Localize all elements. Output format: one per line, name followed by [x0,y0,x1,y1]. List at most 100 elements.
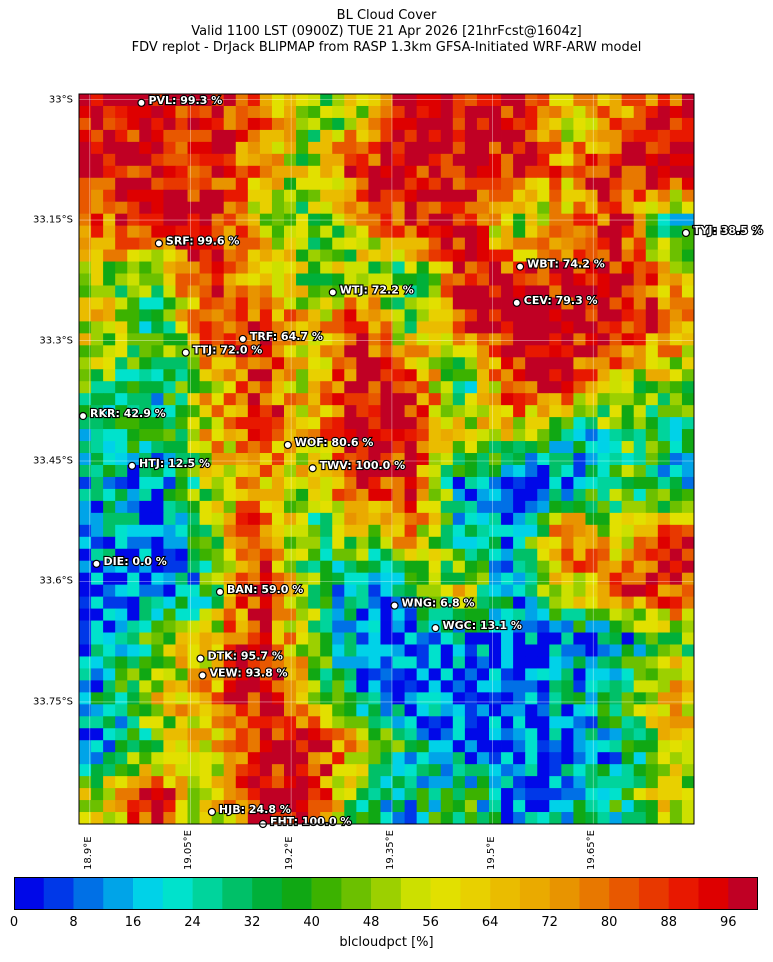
raster-cell [501,608,514,621]
raster-cell [308,536,321,550]
station-cev[interactable]: CEV: 79.3 % [512,293,599,308]
raster-cell [380,213,393,227]
station-trf[interactable]: TRF: 64.7 % [238,329,324,344]
raster-cell [392,189,405,203]
raster-cell [284,620,297,633]
raster-cell [79,596,92,609]
station-fht[interactable]: FHT: 100.0 % [258,814,353,829]
raster-cell [79,117,92,131]
station-pvl[interactable]: PVL: 99.3 % [137,93,223,108]
raster-cell [259,189,273,203]
raster-cell [561,177,574,191]
station-wng[interactable]: WNG: 6.8 % [390,595,476,611]
raster-cell [513,512,526,526]
raster-cell [489,153,502,167]
raster-cell [609,560,623,574]
raster-cell [404,764,418,777]
station-marker[interactable] [283,440,292,450]
raster-cell [284,716,297,729]
raster-cell [175,668,188,681]
station-ban[interactable]: BAN: 59.0 % [215,582,304,597]
raster-cell [320,321,333,334]
raster-cell [392,800,405,813]
station-marker[interactable] [512,298,521,307]
station-marker[interactable] [238,334,247,344]
station-marker[interactable] [196,654,205,663]
raster-cell [428,692,442,705]
raster-cell [308,153,321,167]
station-marker[interactable] [198,671,207,680]
raster-cell [633,692,647,705]
station-marker[interactable] [181,348,190,357]
raster-cell [549,488,562,502]
raster-cell [344,476,357,490]
raster-cell [235,752,249,765]
raster-cell [669,261,683,274]
raster-cell [416,488,430,502]
raster-cell [127,476,140,490]
station-twv[interactable]: TWV: 100.0 % [308,458,406,473]
raster-cell [199,357,213,370]
station-marker[interactable] [308,464,317,473]
raster-cell [513,632,526,645]
raster-cell [464,141,478,155]
raster-cell [525,620,538,633]
raster-cell [452,560,466,574]
raster-cell [368,656,381,669]
raster-cell [585,500,598,514]
station-marker[interactable] [516,262,525,271]
raster-cell [489,620,502,633]
raster-cell [573,237,586,250]
raster-cell [609,381,623,394]
station-vew[interactable]: VEW: 93.8 % [198,665,289,681]
raster-cell [452,417,466,430]
raster-cell [633,417,647,430]
raster-cell [284,524,297,538]
raster-cell [320,764,333,777]
station-wgc[interactable]: WGC: 13.1 % [431,618,523,633]
station-dtk[interactable]: DTK: 95.7 % [196,648,284,664]
raster-cell [103,213,116,227]
station-htj[interactable]: HTJ: 12.5 % [127,456,211,471]
raster-cell [416,764,430,777]
station-wof[interactable]: WOF: 80.6 % [283,435,375,450]
raster-cell [139,752,152,765]
station-marker[interactable] [78,411,88,421]
station-marker[interactable] [207,807,217,817]
raster-cell [440,704,454,717]
raster-cell [235,764,249,777]
station-marker[interactable] [215,587,225,597]
raster-cell [368,261,381,274]
station-rkr[interactable]: RKR: 42.9 % [78,406,167,421]
raster-cell [440,429,454,442]
raster-cell [344,752,357,765]
station-marker[interactable] [431,623,440,633]
station-marker[interactable] [137,98,146,107]
station-marker[interactable] [390,601,399,610]
station-hjb[interactable]: HJB: 24.8 % [207,802,292,817]
raster-cell [476,812,490,825]
station-tyj[interactable]: TYJ: 38.5 % [681,223,764,238]
station-label: WTJ: 72.2 % [340,283,414,296]
raster-cell [332,441,345,454]
raster-cell [91,608,104,621]
colorbar-tick-label: 56 [422,915,439,930]
station-marker[interactable] [154,239,163,248]
raster-cell [320,692,333,705]
station-wtj[interactable]: WTJ: 72.2 % [328,282,415,297]
raster-cell [489,524,502,538]
raster-cell [597,716,610,729]
raster-cell [537,357,550,370]
station-wbt[interactable]: WBT: 74.2 % [516,257,606,272]
raster-cell [271,560,285,574]
station-ttj[interactable]: TTJ: 72.0 % [181,342,263,358]
raster-cell [103,656,116,669]
station-marker[interactable] [328,288,337,297]
station-srf[interactable]: SRF: 99.6 % [154,233,241,248]
station-die[interactable]: DIE: 0.0 % [92,554,168,569]
raster-cell [513,692,526,705]
raster-cell [320,596,333,609]
station-marker[interactable] [681,228,691,238]
station-marker[interactable] [92,559,101,568]
station-marker[interactable] [127,461,137,470]
